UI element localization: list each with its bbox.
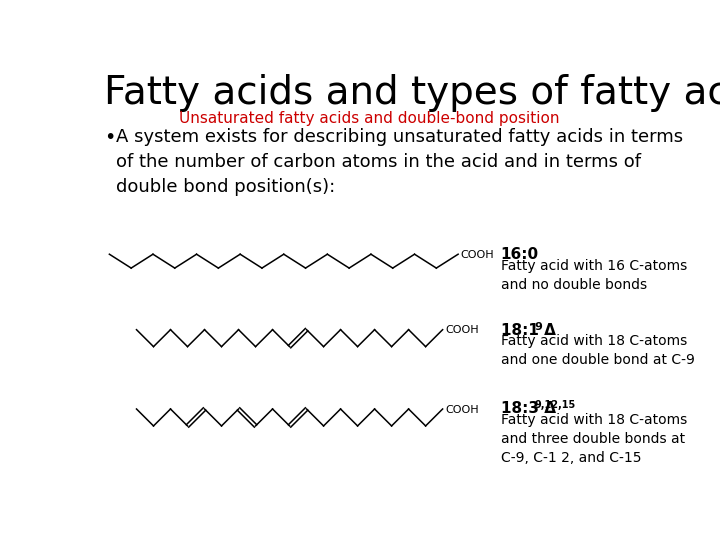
Text: Fatty acid with 18 C-atoms
and one double bond at C-9: Fatty acid with 18 C-atoms and one doubl… — [500, 334, 695, 367]
Text: •: • — [104, 128, 115, 147]
Text: 9: 9 — [535, 322, 543, 332]
Text: 9,12,15: 9,12,15 — [535, 400, 576, 410]
Text: 18:3 Δ: 18:3 Δ — [500, 401, 556, 415]
Text: COOH: COOH — [461, 250, 494, 260]
Text: 18:1 Δ: 18:1 Δ — [500, 323, 556, 338]
Text: A system exists for describing unsaturated fatty acids in terms
of the number of: A system exists for describing unsaturat… — [117, 128, 683, 196]
Text: COOH: COOH — [445, 326, 479, 335]
Text: COOH: COOH — [445, 405, 479, 415]
Text: Fatty acid with 18 C-atoms
and three double bonds at
C-9, C-1 2, and C-15: Fatty acid with 18 C-atoms and three dou… — [500, 413, 687, 465]
Text: Fatty acid with 16 C-atoms
and no double bonds: Fatty acid with 16 C-atoms and no double… — [500, 259, 687, 292]
Text: 16:0: 16:0 — [500, 247, 539, 262]
Text: Unsaturated fatty acids and double-bond position: Unsaturated fatty acids and double-bond … — [179, 111, 559, 126]
Text: Fatty acids and types of fatty acids: Fatty acids and types of fatty acids — [104, 74, 720, 112]
